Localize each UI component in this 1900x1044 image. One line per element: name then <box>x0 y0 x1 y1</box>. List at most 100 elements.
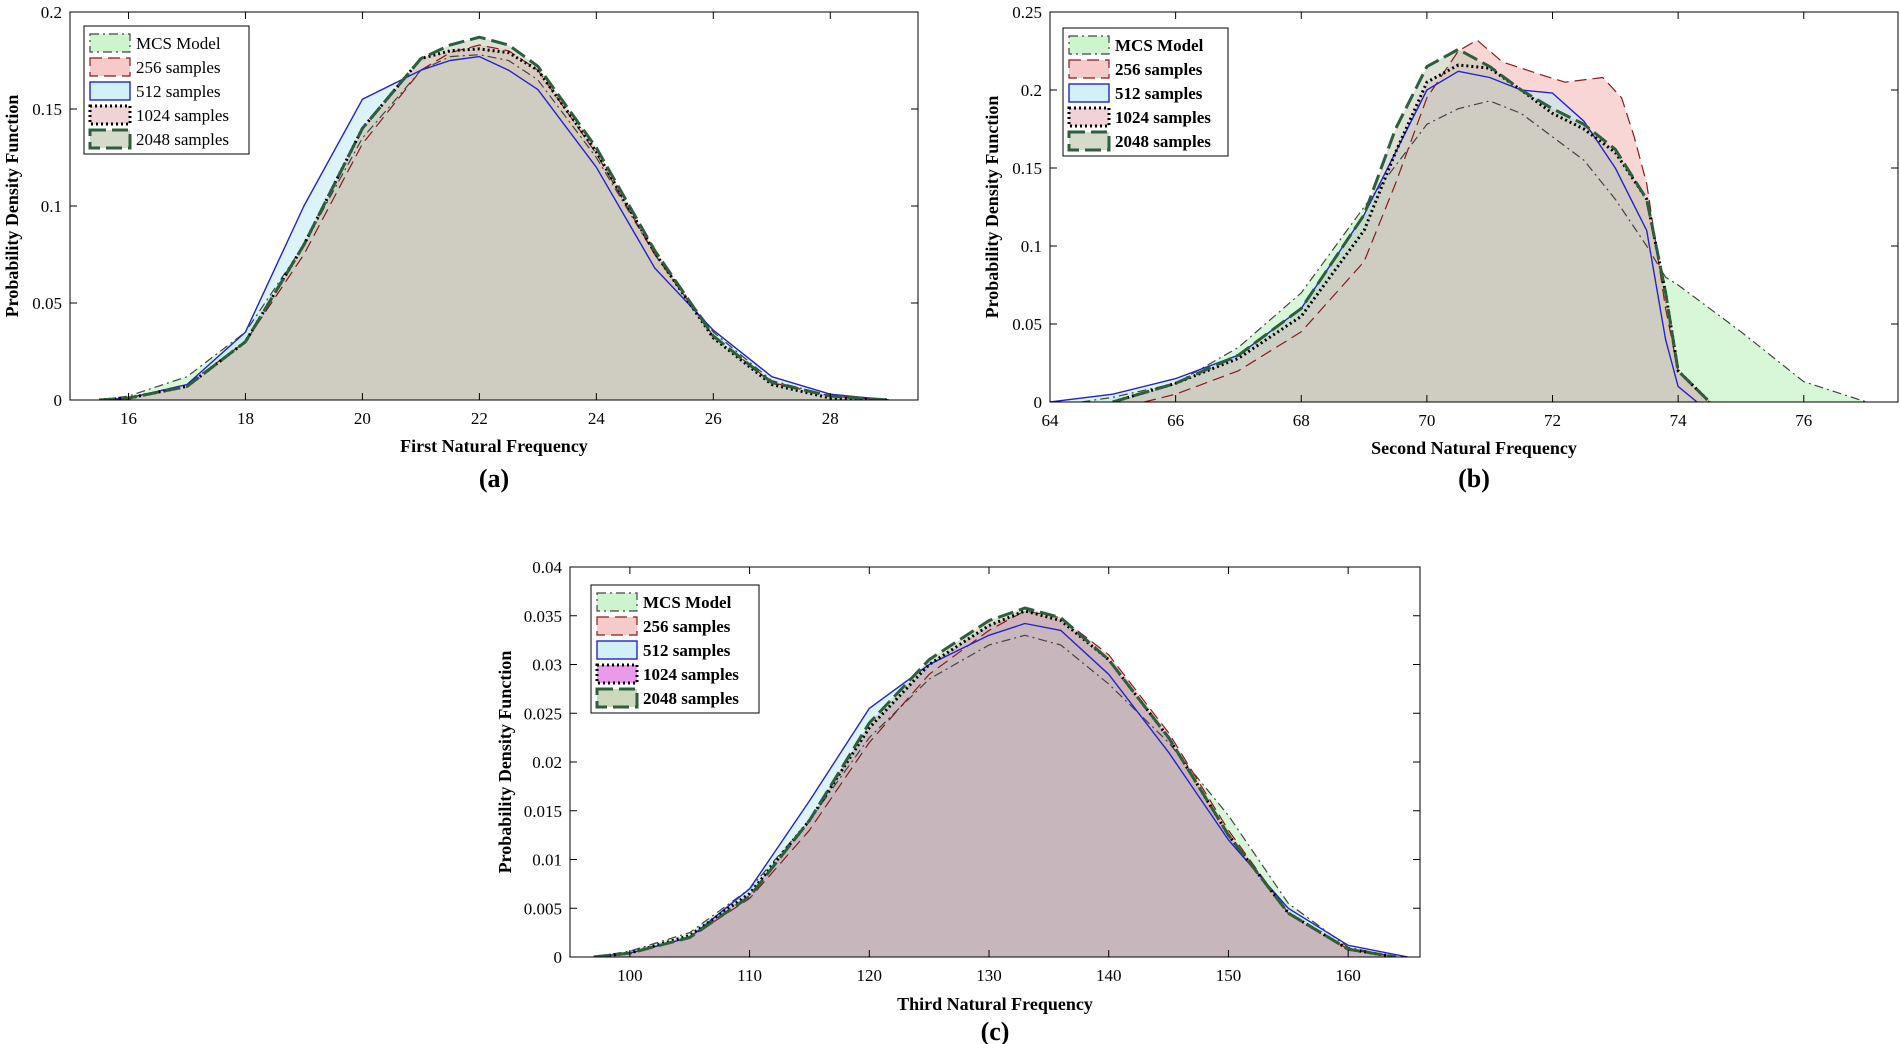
x-tick-label: 20 <box>354 409 371 428</box>
plot-area <box>1050 39 1867 402</box>
x-tick-label: 150 <box>1216 966 1242 985</box>
legend-label: 2048 samples <box>1115 132 1211 151</box>
legend-swatch <box>1067 106 1111 128</box>
x-tick-label: 22 <box>471 409 488 428</box>
x-tick-label: 100 <box>617 966 643 985</box>
x-tick-label: 64 <box>1042 411 1060 430</box>
legend-label: 2048 samples <box>136 130 229 149</box>
legend-swatch <box>89 57 131 77</box>
series-line-4 <box>99 35 889 400</box>
legend-swatch <box>595 687 639 709</box>
x-tick-label: 16 <box>120 409 137 428</box>
panel-caption-a: (a) <box>479 464 509 493</box>
legend: MCS Model 256 samples 512 samples 1024 samp… <box>1062 27 1229 157</box>
y-tick-label: 0.2 <box>41 3 62 22</box>
legend-swatch <box>596 640 638 660</box>
y-tick-label: 0.015 <box>524 802 562 821</box>
legend-swatch <box>595 663 639 685</box>
legend-swatch <box>88 128 132 150</box>
plot-area <box>593 606 1409 957</box>
legend-label: MCS Model <box>136 34 221 53</box>
series-line-4 <box>1112 47 1711 402</box>
legend-swatch <box>89 33 131 53</box>
series-line-0 <box>1081 100 1867 402</box>
legend: MCS Model 256 samples 512 samples 1024 samp… <box>590 584 760 714</box>
y-tick-label: 0 <box>554 948 563 967</box>
y-axis-label: Probability Density Function <box>982 96 1002 319</box>
legend-label: 256 samples <box>643 617 731 636</box>
y-tick-label: 0.02 <box>532 753 562 772</box>
x-tick-label: 18 <box>237 409 254 428</box>
y-axis-label: Probability Density Function <box>495 651 515 874</box>
x-tick-label: 76 <box>1795 411 1812 430</box>
series-line-0 <box>99 54 889 400</box>
legend-label: 512 samples <box>136 82 221 101</box>
legend-label: 256 samples <box>136 58 221 77</box>
y-tick-label: 0.05 <box>1012 315 1042 334</box>
legend-swatch <box>1067 130 1111 152</box>
legend-label: MCS Model <box>643 593 732 612</box>
legend-label: 1024 samples <box>643 665 739 684</box>
legend-swatch <box>596 592 638 612</box>
y-tick-label: 0.1 <box>1021 237 1042 256</box>
series-fill-4 <box>1112 49 1710 402</box>
x-tick-label: 72 <box>1544 411 1561 430</box>
chart-panel-a: 16 18 20 22 24 26 28 0 0.05 0.1 0.15 0.2 First Natur… <box>2 3 919 456</box>
x-tick-label: 74 <box>1670 411 1688 430</box>
y-tick-label: 0.03 <box>532 656 562 675</box>
y-tick-label: 0.15 <box>32 100 62 119</box>
series-line-0 <box>593 634 1397 957</box>
legend-swatch <box>596 616 638 636</box>
legend-swatch <box>88 104 132 126</box>
legend: MCS Model 256 samples 512 samples 1024 samp… <box>83 25 250 155</box>
legend-swatch <box>1068 59 1110 79</box>
legend-label: 512 samples <box>643 641 731 660</box>
y-axis-label: Probability Density Function <box>2 95 22 318</box>
chart-panel-b: 64 66 68 70 72 74 76 0 0.05 0.1 0.15 0.2 0.25 Second … <box>982 3 1899 458</box>
y-tick-label: 0 <box>1034 393 1043 412</box>
series-line-3 <box>99 47 889 400</box>
legend-label: 1024 samples <box>1115 108 1211 127</box>
legend-label: MCS Model <box>1115 36 1204 55</box>
legend-label: 2048 samples <box>643 689 739 708</box>
series-line-1 <box>1144 39 1711 402</box>
x-tick-label: 28 <box>822 409 839 428</box>
y-tick-label: 0.05 <box>32 294 62 313</box>
y-tick-label: 0.01 <box>532 851 562 870</box>
x-tick-label: 110 <box>737 966 762 985</box>
x-tick-label: 26 <box>705 409 722 428</box>
x-tick-label: 160 <box>1335 966 1361 985</box>
panel-caption-c: (c) <box>981 1017 1010 1044</box>
series-line-2 <box>99 55 889 400</box>
x-tick-label: 130 <box>976 966 1002 985</box>
legend-label: 1024 samples <box>136 106 229 125</box>
x-tick-label: 120 <box>857 966 883 985</box>
axes-frame <box>1049 11 1899 403</box>
series-line-4 <box>593 606 1397 957</box>
legend-swatch <box>1068 83 1110 103</box>
y-tick-label: 0.005 <box>524 899 562 918</box>
y-tick-label: 0.025 <box>524 704 562 723</box>
legend-label: 512 samples <box>1115 84 1203 103</box>
y-tick-label: 0.2 <box>1021 81 1042 100</box>
x-tick-label: 70 <box>1418 411 1435 430</box>
y-tick-label: 0.15 <box>1012 159 1042 178</box>
plot-area <box>99 35 889 400</box>
y-tick-label: 0.04 <box>532 558 562 577</box>
chart-panel-c: 100 110 120 130 140 150 160 0 0.005 0.01 0.015 0.02… <box>495 558 1421 1014</box>
legend-swatch <box>89 81 131 101</box>
series-fill-4 <box>593 608 1397 957</box>
series-line-3 <box>593 609 1397 957</box>
y-tick-label: 0.035 <box>524 607 562 626</box>
x-tick-label: 68 <box>1293 411 1310 430</box>
series-fill-4 <box>99 37 889 400</box>
x-axis-label: Third Natural Frequency <box>897 994 1093 1014</box>
x-axis-label: First Natural Frequency <box>400 436 588 456</box>
x-tick-label: 140 <box>1096 966 1122 985</box>
legend-label: 256 samples <box>1115 60 1203 79</box>
x-axis-label: Second Natural Frequency <box>1371 438 1577 458</box>
x-tick-label: 24 <box>588 409 606 428</box>
y-tick-label: 0.1 <box>41 197 62 216</box>
legend-swatch <box>1068 35 1110 55</box>
